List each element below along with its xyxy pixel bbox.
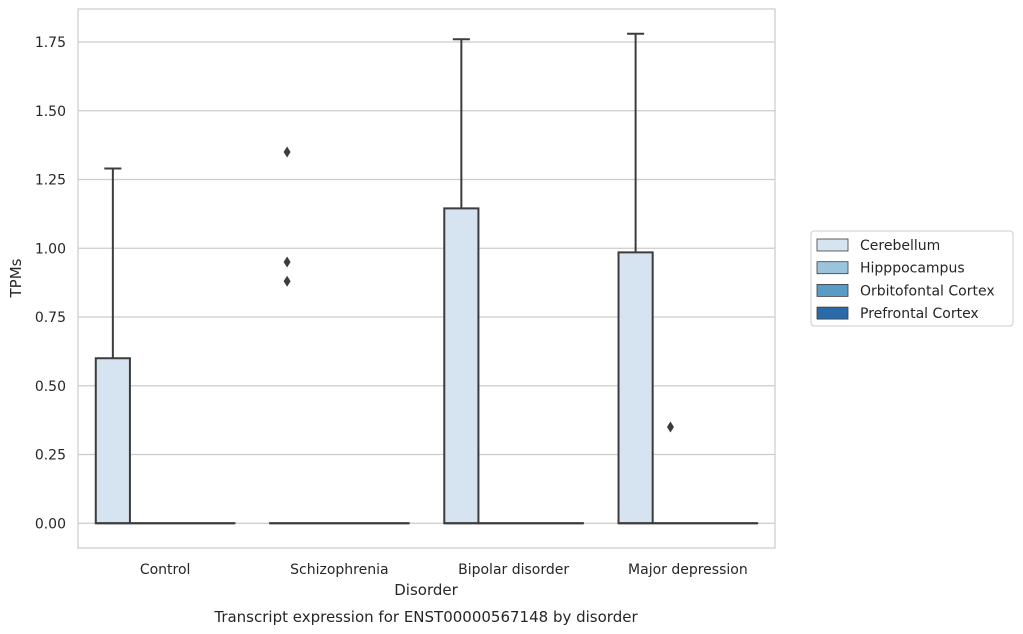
chart-caption: Transcript expression for ENST0000056714… (213, 608, 638, 626)
boxes (94, 32, 759, 525)
x-tick-label: Bipolar disorder (458, 562, 569, 578)
x-tick-label: Schizophrenia (290, 562, 388, 578)
x-tick-label: Control (140, 562, 191, 578)
legend-label: Cerebellum (860, 238, 940, 254)
y-tick-label: 0.75 (35, 310, 66, 326)
box-body (94, 357, 131, 525)
box-cerebellum (269, 146, 306, 525)
x-axis-title: Disorder (394, 581, 458, 599)
box-hipppocampus (652, 421, 689, 525)
y-tick-label: 0.25 (35, 448, 66, 464)
legend-swatch (816, 283, 849, 297)
legend-label: Hipppocampus (860, 261, 965, 277)
y-tick-label: 1.75 (35, 35, 66, 51)
x-tick-labels: Control Schizophrenia Bipolar disorder Majo… (140, 562, 748, 578)
legend-label: Orbitofontal Cortex (860, 283, 995, 299)
legend-frame (810, 230, 1014, 327)
legend-swatch (816, 306, 849, 320)
outlier-marker (283, 275, 291, 287)
outlier-marker (283, 256, 291, 268)
box-cerebellum (443, 38, 480, 525)
legend-swatch (816, 261, 849, 275)
plot-frame (77, 8, 776, 549)
y-tick-label: 1.25 (35, 173, 66, 189)
y-axis-title: TPMs (7, 258, 25, 298)
grid-lines (78, 41, 775, 524)
y-tick-label: 0.50 (35, 379, 66, 395)
legend-label: Prefrontal Cortex (860, 306, 979, 322)
box-cerebellum (617, 32, 654, 525)
y-tick-labels: 0.00 0.25 0.50 0.75 1.00 1.25 1.50 1.75 (35, 35, 66, 532)
box-body (617, 251, 654, 525)
legend-swatch (816, 238, 849, 252)
x-tick-label: Major depression (628, 562, 748, 578)
legend: Cerebellum Hipppocampus Orbitofontal Corte… (810, 230, 1014, 327)
outlier-marker (666, 421, 674, 433)
box-body (443, 207, 480, 525)
y-tick-label: 1.50 (35, 104, 66, 120)
legend-entries: Cerebellum Hipppocampus Orbitofontal Corte… (816, 238, 995, 322)
y-tick-label: 1.00 (35, 241, 66, 257)
box-cerebellum (94, 167, 131, 525)
y-tick-label: 0.00 (35, 516, 66, 532)
outlier-marker (283, 146, 291, 158)
